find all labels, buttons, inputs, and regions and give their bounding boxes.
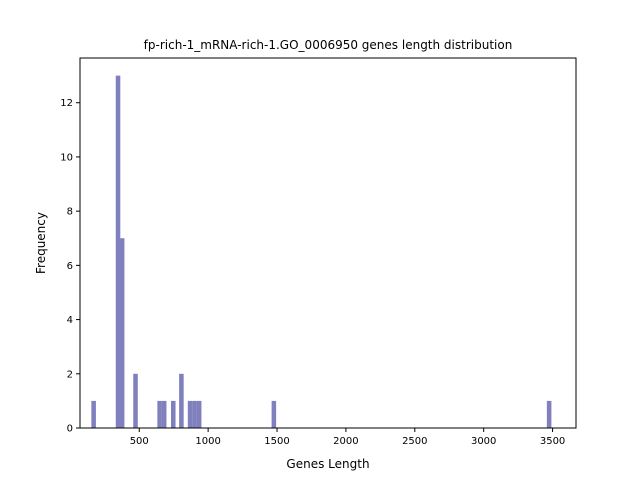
histogram-bar: [192, 400, 197, 428]
histogram-bar: [187, 400, 193, 428]
y-tick-label: 12: [60, 98, 73, 109]
y-tick-label: 4: [67, 315, 73, 326]
x-axis-label: Genes Length: [286, 457, 369, 471]
histogram-bar: [179, 373, 184, 428]
plot-frame: [79, 57, 577, 429]
histogram-bar: [115, 75, 121, 428]
histogram-bar: [119, 238, 125, 428]
histogram-bar: [546, 400, 552, 428]
x-tick-label: 1500: [264, 436, 289, 447]
histogram-bar: [196, 400, 202, 428]
histogram-bar: [271, 400, 277, 428]
y-tick-label: 2: [67, 369, 73, 380]
histogram-bar: [161, 400, 167, 428]
histogram-bar: [91, 400, 96, 428]
y-axis-label: Frequency: [34, 212, 48, 274]
bars-group: [91, 75, 552, 428]
histogram-bar: [171, 400, 176, 428]
chart-title: fp-rich-1_mRNA-rich-1.GO_0006950 genes l…: [144, 38, 513, 52]
x-tick-label: 1000: [195, 436, 220, 447]
histogram-bar: [133, 373, 138, 428]
y-tick-label: 8: [67, 207, 73, 218]
y-tick-label: 6: [67, 261, 73, 272]
x-tick-label: 500: [130, 436, 149, 447]
x-tick-label: 2000: [333, 436, 358, 447]
y-tick-label: 10: [60, 152, 73, 163]
histogram-bar: [157, 400, 162, 428]
x-tick-label: 3000: [471, 436, 496, 447]
y-tick-label: 0: [67, 424, 73, 435]
y-axis-ticks: 0 2 4 6 8 10 12: [60, 98, 80, 435]
x-axis-ticks: 500 1000 1500 2000 2500 3000 3500: [130, 428, 565, 447]
x-tick-label: 3500: [540, 436, 565, 447]
x-tick-label: 2500: [402, 436, 427, 447]
